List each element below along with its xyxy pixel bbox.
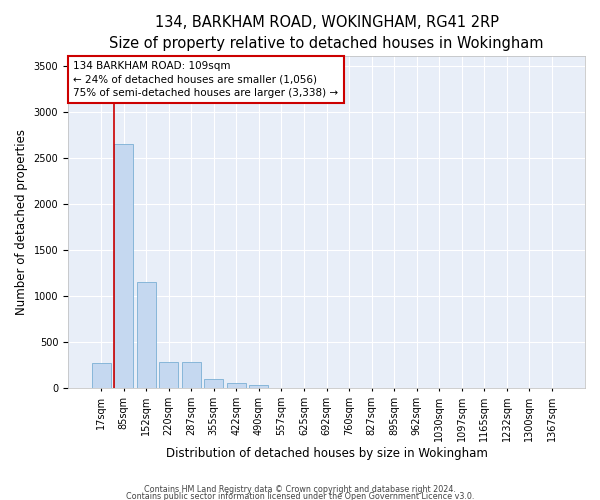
Bar <box>137 282 156 389</box>
Title: 134, BARKHAM ROAD, WOKINGHAM, RG41 2RP
Size of property relative to detached hou: 134, BARKHAM ROAD, WOKINGHAM, RG41 2RP S… <box>109 15 544 51</box>
Bar <box>159 362 178 388</box>
Bar <box>182 362 201 388</box>
Y-axis label: Number of detached properties: Number of detached properties <box>15 130 28 316</box>
Bar <box>227 383 246 388</box>
Text: Contains public sector information licensed under the Open Government Licence v3: Contains public sector information licen… <box>126 492 474 500</box>
X-axis label: Distribution of detached houses by size in Wokingham: Distribution of detached houses by size … <box>166 447 487 460</box>
Text: Contains HM Land Registry data © Crown copyright and database right 2024.: Contains HM Land Registry data © Crown c… <box>144 486 456 494</box>
Bar <box>250 384 268 388</box>
Bar <box>204 379 223 388</box>
Text: 134 BARKHAM ROAD: 109sqm
← 24% of detached houses are smaller (1,056)
75% of sem: 134 BARKHAM ROAD: 109sqm ← 24% of detach… <box>73 62 338 98</box>
Bar <box>92 364 110 388</box>
Bar <box>114 144 133 388</box>
